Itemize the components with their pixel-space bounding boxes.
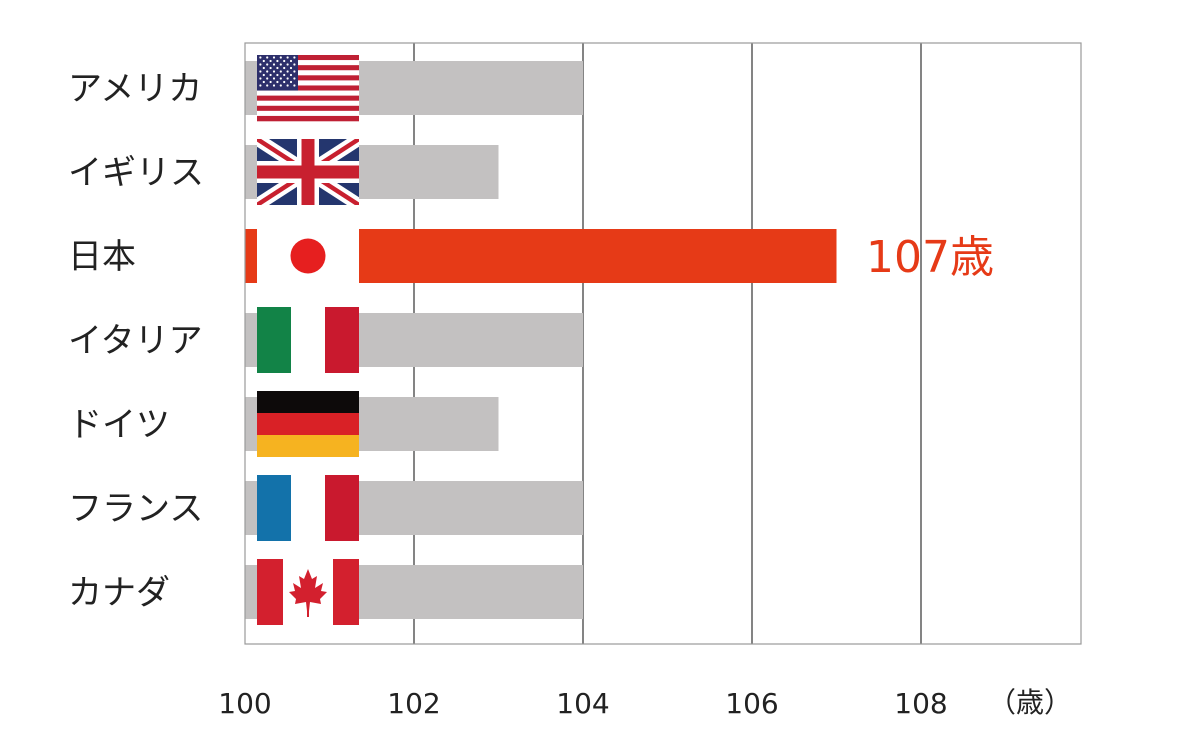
germany-flag-icon bbox=[257, 391, 359, 457]
x-tick-labels: 100 102 104 106 108 bbox=[218, 687, 947, 720]
japan-flag-icon bbox=[257, 223, 359, 289]
category-label: カナダ bbox=[68, 573, 170, 613]
x-tick-label: 106 bbox=[725, 687, 778, 720]
highlight-value-label: 107歳 bbox=[866, 232, 994, 283]
x-tick-label: 100 bbox=[218, 687, 271, 720]
category-label: ドイツ bbox=[68, 405, 170, 445]
canada-flag-icon bbox=[257, 559, 359, 625]
x-tick-label: 102 bbox=[387, 687, 440, 720]
us-flag-icon bbox=[257, 55, 359, 122]
category-label: イタリア bbox=[68, 321, 203, 361]
category-label: 日本 bbox=[68, 237, 136, 277]
category-label: フランス bbox=[68, 489, 203, 529]
x-tick-label: 104 bbox=[556, 687, 609, 720]
x-tick-label: 108 bbox=[894, 687, 947, 720]
plot-frame bbox=[244, 42, 1082, 645]
uk-flag-icon bbox=[257, 139, 359, 205]
flags bbox=[257, 55, 359, 625]
italy-flag-icon bbox=[257, 307, 359, 373]
category-label: アメリカ bbox=[68, 69, 202, 109]
x-unit-label: （歳） bbox=[988, 686, 1072, 719]
france-flag-icon bbox=[257, 475, 359, 541]
category-label: イギリス bbox=[68, 153, 204, 193]
